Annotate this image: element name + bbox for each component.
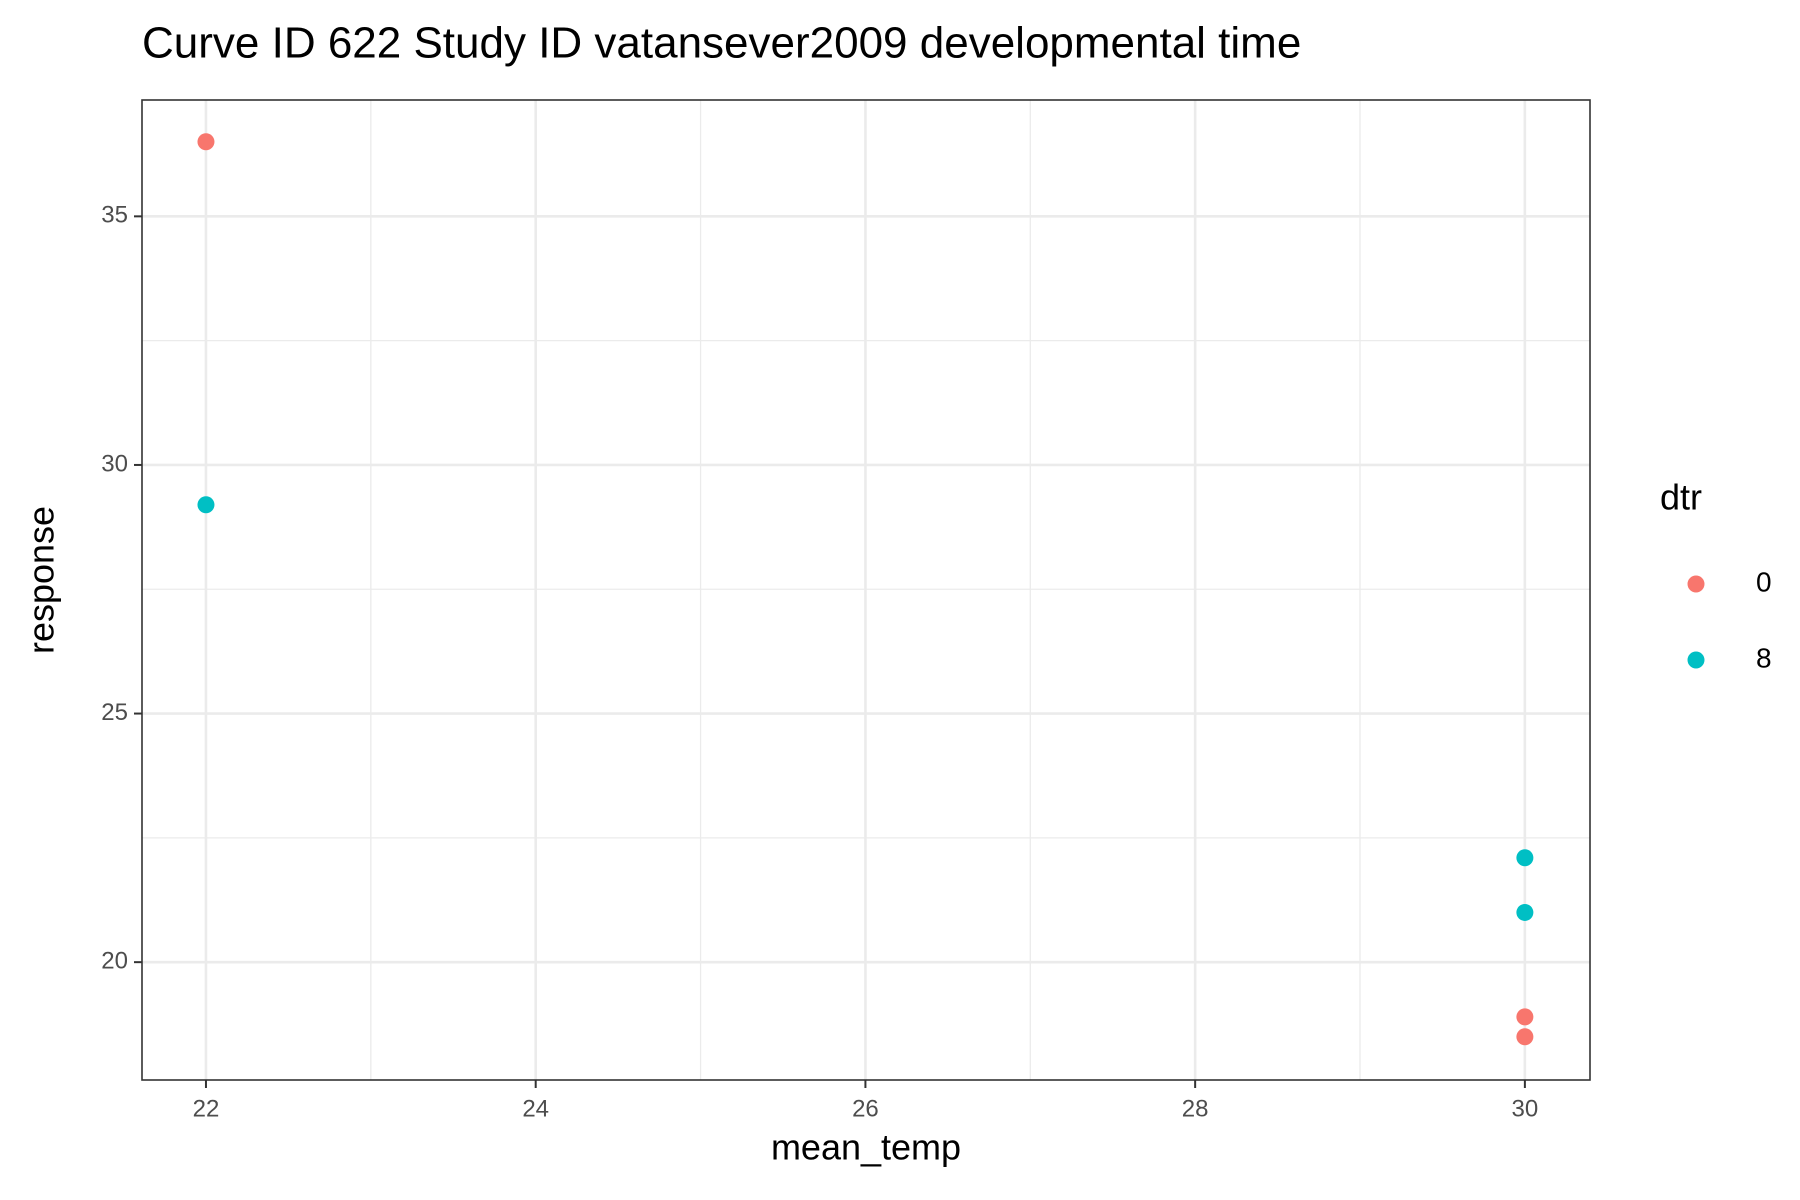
legend-marker — [1687, 651, 1705, 669]
x-axis-label: mean_temp — [771, 1127, 961, 1168]
y-tick-label: 20 — [101, 948, 128, 975]
chart-title: Curve ID 622 Study ID vatansever2009 dev… — [142, 19, 1301, 68]
y-tick-label: 25 — [101, 699, 128, 726]
y-axis-label: response — [21, 506, 62, 654]
point — [197, 133, 215, 151]
plot-border — [141, 99, 1591, 1081]
point — [1516, 849, 1534, 867]
x-tick-label: 24 — [522, 1095, 549, 1122]
legend-label: 0 — [1756, 566, 1772, 597]
x-tick-label: 30 — [1512, 1095, 1539, 1122]
point — [1516, 903, 1534, 921]
point — [1516, 1028, 1534, 1046]
x-tick-label: 28 — [1182, 1095, 1209, 1122]
point — [1516, 1008, 1534, 1026]
point — [197, 496, 215, 514]
legend-title: dtr — [1660, 477, 1702, 518]
y-tick-label: 30 — [101, 450, 128, 477]
y-tick-label: 35 — [101, 202, 128, 229]
legend-marker — [1687, 575, 1705, 593]
x-tick-label: 22 — [193, 1095, 220, 1122]
x-tick-label: 26 — [852, 1095, 879, 1122]
legend-label: 8 — [1756, 642, 1772, 673]
